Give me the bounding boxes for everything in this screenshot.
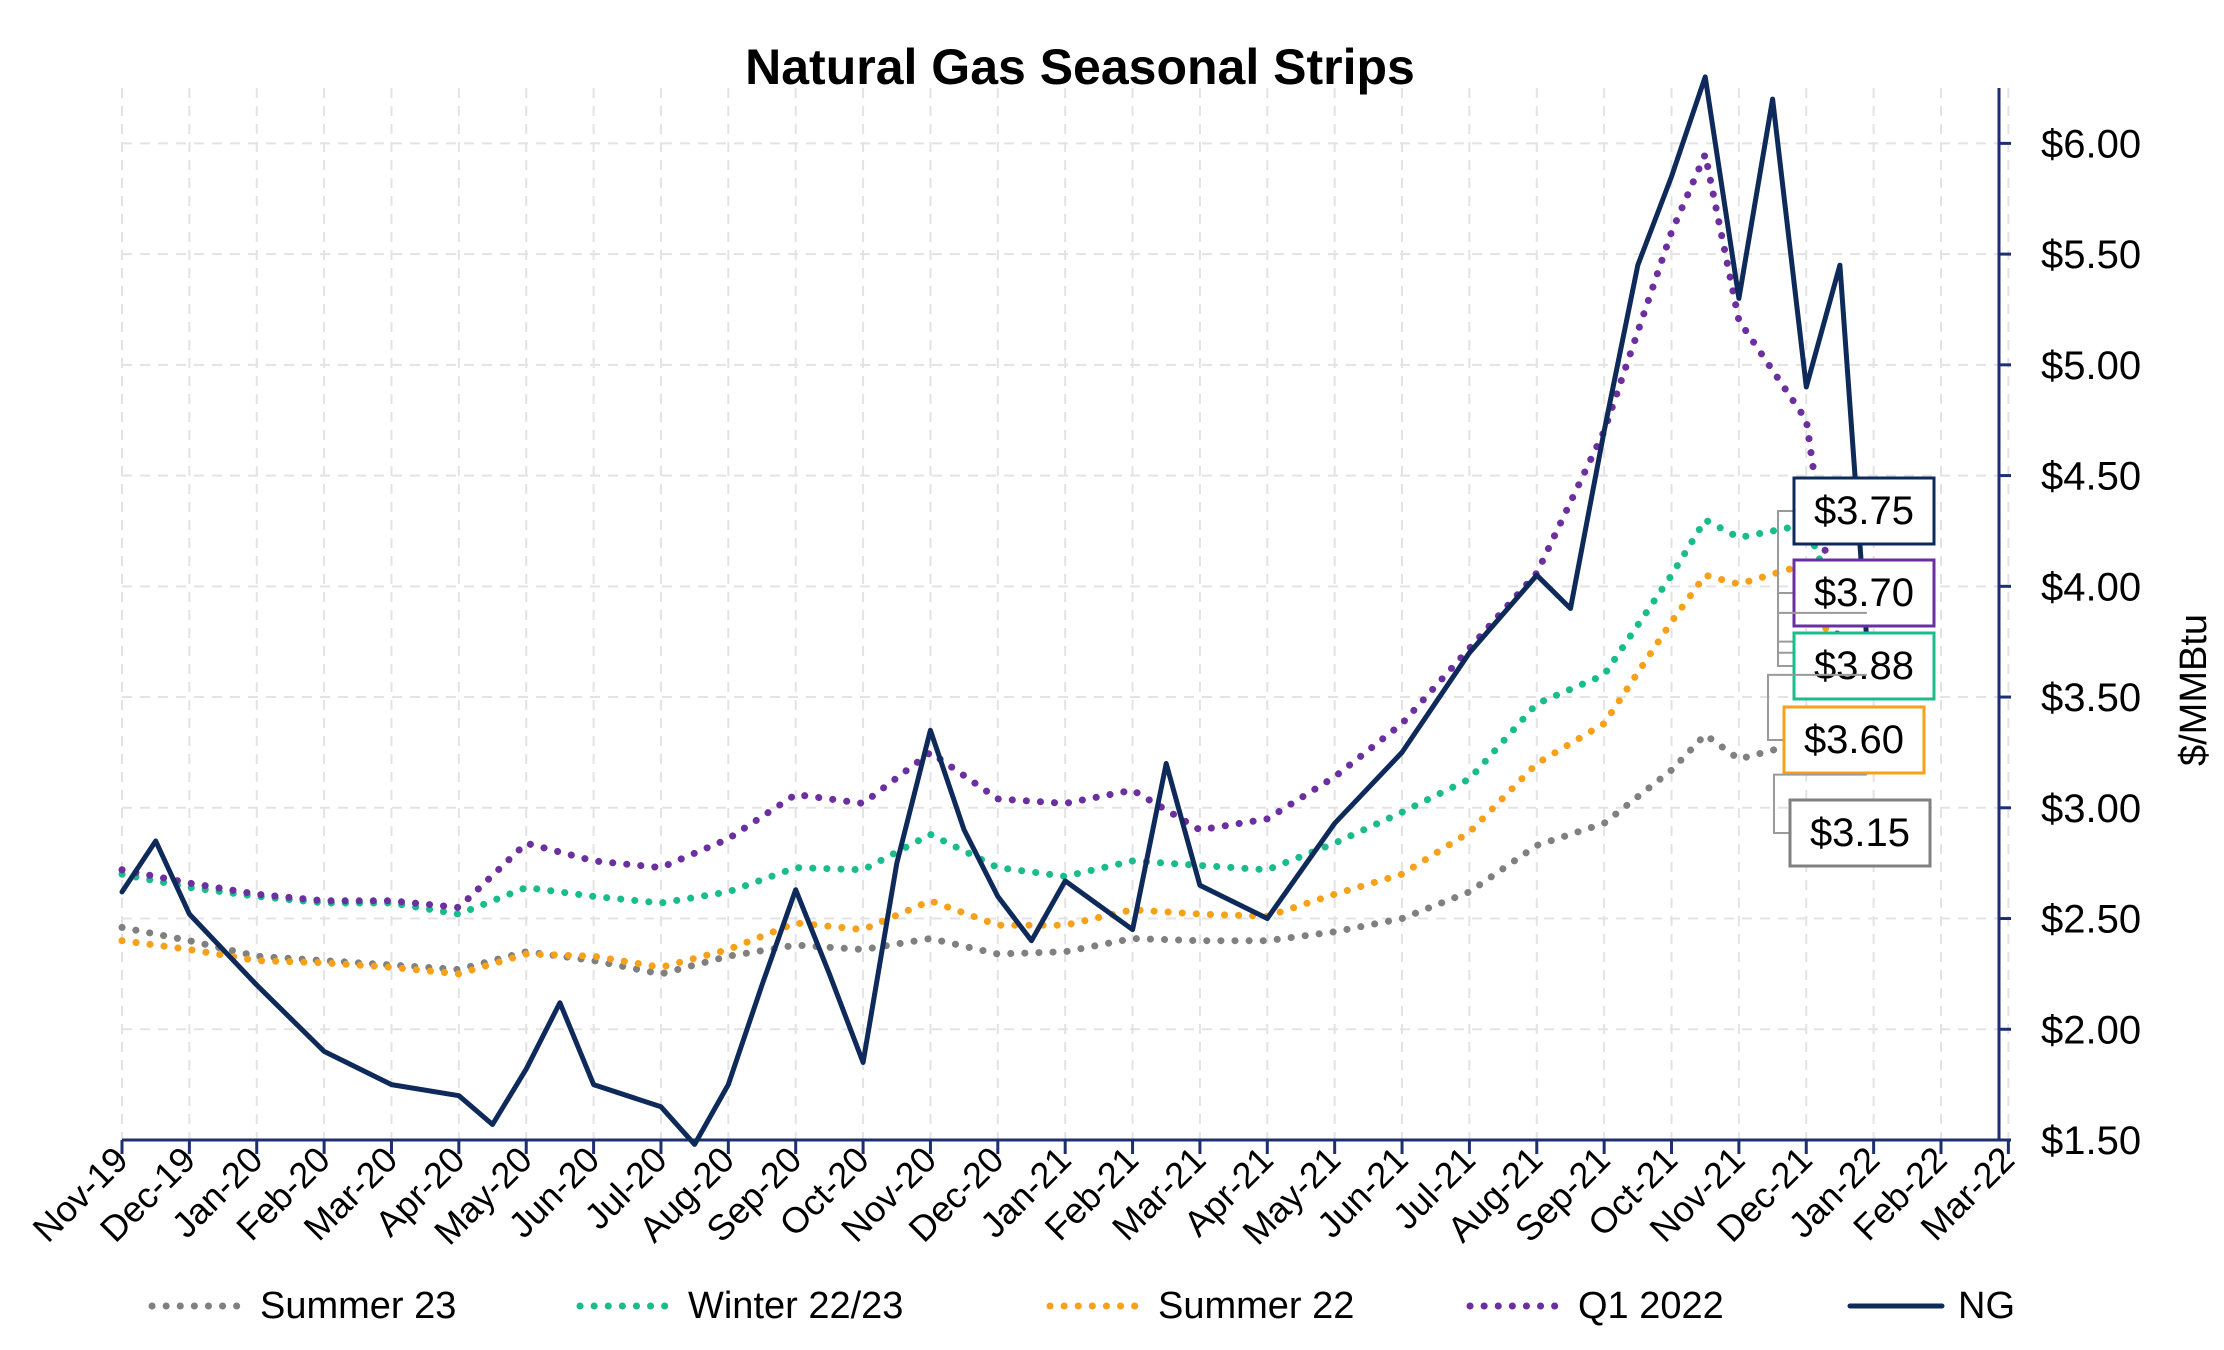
y-tick-label: $3.50 — [2041, 676, 2141, 720]
series-layer — [118, 74, 1870, 1147]
callout-label: $3.60 — [1804, 718, 1904, 762]
callout-box — [1788, 798, 1932, 868]
y-tick-label: $4.00 — [2041, 565, 2141, 609]
chart-title: Natural Gas Seasonal Strips — [745, 39, 1415, 95]
legend-label-ng: NG — [1958, 1285, 2015, 1327]
series-line-winter-22-23 — [118, 516, 1844, 918]
legend: Summer 23 Winter 22/23 Summer 22 Q1 2022 NG — [148, 1285, 2015, 1327]
callout-box — [1792, 631, 1936, 701]
callout-leader — [1773, 773, 1867, 834]
legend-label-q1-2022: Q1 2022 — [1578, 1285, 1724, 1327]
callout-leader — [1767, 673, 1867, 741]
y-tick-label: $5.00 — [2041, 344, 2141, 388]
legend-label-summer-22: Summer 22 — [1158, 1285, 1354, 1327]
y-tick-label: $4.50 — [2041, 455, 2141, 499]
y-tick-label: $1.50 — [2041, 1119, 2141, 1163]
legend-label-winter-22-23: Winter 22/23 — [688, 1285, 903, 1327]
callout-label: $3.70 — [1814, 571, 1914, 615]
callouts: $3.75 $3.70 $3.88 $3.60 $3.15 — [1767, 476, 1936, 868]
callout-label: $3.75 — [1814, 489, 1914, 533]
series-line-summer-23 — [118, 731, 1844, 978]
y-tick-label: $3.00 — [2041, 787, 2141, 831]
callout-box — [1782, 705, 1926, 775]
series-line-q1-2022 — [118, 150, 1844, 911]
legend-label-summer-23: Summer 23 — [260, 1285, 456, 1327]
callout-label: $3.15 — [1810, 811, 1910, 855]
y-tick-label: $2.00 — [2041, 1008, 2141, 1052]
callout-box — [1792, 558, 1936, 628]
y-tick-label: $6.00 — [2041, 122, 2141, 166]
callout-box — [1792, 476, 1936, 546]
grid — [121, 88, 2010, 1141]
callout-leader — [1777, 611, 1867, 667]
series-line-summer-22 — [118, 560, 1844, 978]
series-line-ng — [119, 74, 1870, 1147]
callout-label: $3.88 — [1814, 644, 1914, 688]
y-tick-label: $2.50 — [2041, 898, 2141, 942]
y-tick-label: $5.50 — [2041, 233, 2141, 277]
y-axis-label: $/MMBtu — [2173, 614, 2215, 766]
